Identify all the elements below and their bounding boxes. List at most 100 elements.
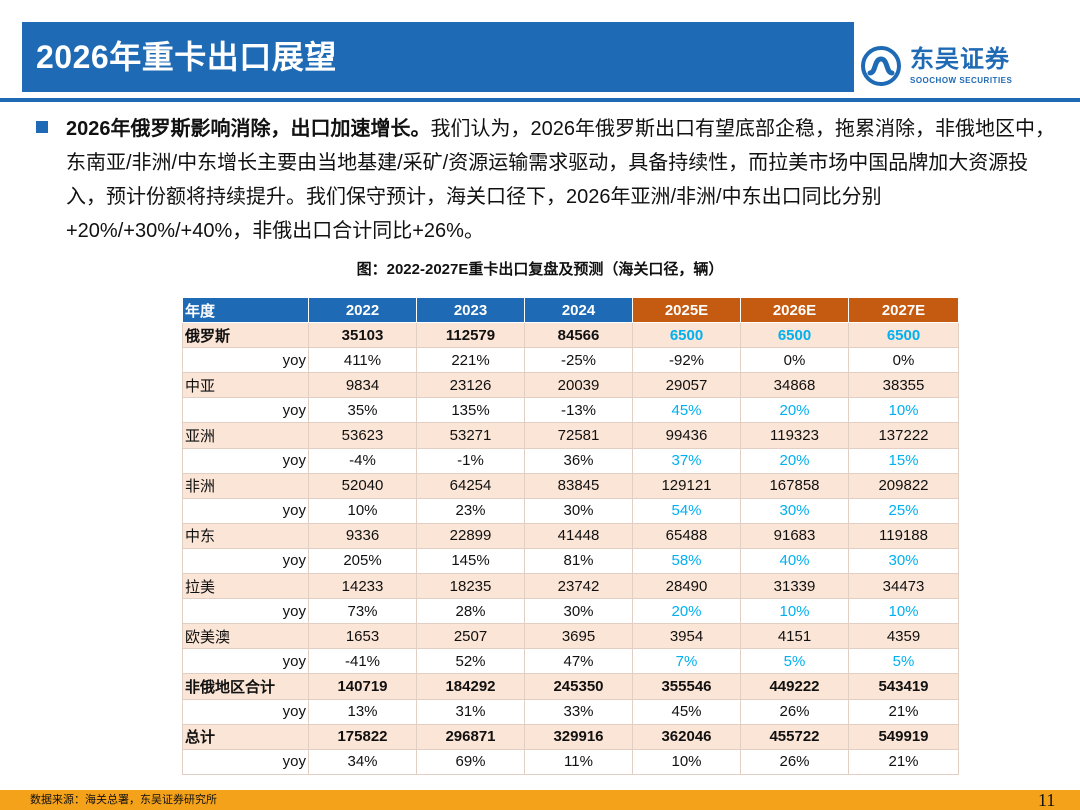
yoy-label-cell: yoy xyxy=(182,748,309,775)
yoy-cell: 0% xyxy=(740,347,849,374)
table-row: 总计 175822 296871 329916 362046 455722 549919 xyxy=(182,723,959,750)
table-row: 非俄地区合计 140719 184292 245350 355546 449222 5434… xyxy=(182,673,959,700)
yoy-cell: 34% xyxy=(308,748,417,775)
table-row: 拉美 14233 18235 23742 28490 31339 34473 xyxy=(182,573,959,600)
yoy-cell: 0% xyxy=(848,347,959,374)
header-2023: 2023 xyxy=(416,296,525,324)
page-number: 11 xyxy=(1038,790,1056,810)
value-cell: 137222 xyxy=(848,422,959,449)
yoy-label-cell: yoy xyxy=(182,447,309,474)
value-cell: 28490 xyxy=(632,573,741,600)
value-cell: 6500 xyxy=(848,322,959,349)
value-cell: 175822 xyxy=(308,723,417,750)
value-cell: 14233 xyxy=(308,573,417,600)
value-cell: 4359 xyxy=(848,623,959,650)
figure-caption: 图：2022-2027E重卡出口复盘及预测（海关口径，辆） xyxy=(356,261,724,278)
table-row-yoy: yoy 205% 145% 81% 58% 40% 30% xyxy=(182,547,959,575)
data-source: 数据来源：海关总署，东吴证券研究所 xyxy=(30,794,217,806)
value-cell: 18235 xyxy=(416,573,525,600)
yoy-cell: 28% xyxy=(416,598,525,625)
value-cell: 4151 xyxy=(740,623,849,650)
value-cell: 83845 xyxy=(524,472,633,499)
bullet-square-icon xyxy=(36,121,48,133)
value-cell: 9834 xyxy=(308,372,417,399)
value-cell: 296871 xyxy=(416,723,525,750)
yoy-cell: 5% xyxy=(848,648,959,675)
value-cell: 23126 xyxy=(416,372,525,399)
value-cell: 119323 xyxy=(740,422,849,449)
yoy-cell: 58% xyxy=(632,547,741,575)
yoy-cell: -13% xyxy=(524,397,633,424)
value-cell: 34868 xyxy=(740,372,849,399)
region-name-cell: 拉美 xyxy=(182,573,309,600)
yoy-cell: 69% xyxy=(416,748,525,775)
table-row: 中亚 9834 23126 20039 29057 34868 38355 xyxy=(182,372,959,399)
yoy-label-cell: yoy xyxy=(182,397,309,424)
region-name-cell: 非洲 xyxy=(182,472,309,499)
value-cell: 31339 xyxy=(740,573,849,600)
value-cell: 449222 xyxy=(740,673,849,700)
table-header-row: 年度 2022 2023 2024 2025E 2026E 2027E xyxy=(182,296,959,324)
value-cell: 362046 xyxy=(632,723,741,750)
value-cell: 329916 xyxy=(524,723,633,750)
yoy-cell: 36% xyxy=(524,447,633,474)
yoy-cell: 52% xyxy=(416,648,525,675)
table-row-yoy: yoy 10% 23% 30% 54% 30% 25% xyxy=(182,497,959,524)
table-row-yoy: yoy 35% 135% -13% 45% 20% 10% xyxy=(182,397,959,424)
value-cell: 6500 xyxy=(632,322,741,349)
header-2026e: 2026E xyxy=(740,296,849,324)
header-2027e: 2027E xyxy=(848,296,959,324)
yoy-label-cell: yoy xyxy=(182,598,309,625)
logo-chinese-name: 东吴证券 xyxy=(910,46,1010,73)
table-row-yoy: yoy -41% 52% 47% 7% 5% 5% xyxy=(182,648,959,675)
yoy-cell: 10% xyxy=(308,497,417,524)
yoy-cell: 135% xyxy=(416,397,525,424)
yoy-cell: 21% xyxy=(848,698,959,725)
value-cell: 455722 xyxy=(740,723,849,750)
region-name-cell: 非俄地区合计 xyxy=(182,673,309,700)
yoy-cell: 30% xyxy=(524,598,633,625)
value-cell: 23742 xyxy=(524,573,633,600)
yoy-cell: 11% xyxy=(524,748,633,775)
title-bar: 2026年重卡出口展望 xyxy=(22,22,854,92)
yoy-label-cell: yoy xyxy=(182,547,309,575)
region-name-cell: 欧美澳 xyxy=(182,623,309,650)
table-row: 亚洲 53623 53271 72581 99436 119323 137222 xyxy=(182,422,959,449)
yoy-cell: 5% xyxy=(740,648,849,675)
table-row: 中东 9336 22899 41448 65488 91683 119188 xyxy=(182,522,959,549)
yoy-cell: 30% xyxy=(740,497,849,524)
value-cell: 65488 xyxy=(632,522,741,549)
value-cell: 112579 xyxy=(416,322,525,349)
value-cell: 64254 xyxy=(416,472,525,499)
yoy-label-cell: yoy xyxy=(182,497,309,524)
yoy-cell: 411% xyxy=(308,347,417,374)
value-cell: 2507 xyxy=(416,623,525,650)
yoy-cell: 10% xyxy=(848,598,959,625)
header-year-label: 年度 xyxy=(182,296,309,324)
yoy-cell: 26% xyxy=(740,748,849,775)
value-cell: 245350 xyxy=(524,673,633,700)
yoy-cell: 45% xyxy=(632,397,741,424)
yoy-cell: 73% xyxy=(308,598,417,625)
region-name-cell: 中东 xyxy=(182,522,309,549)
value-cell: 38355 xyxy=(848,372,959,399)
value-cell: 35103 xyxy=(308,322,417,349)
yoy-cell: 20% xyxy=(740,447,849,474)
header-2024: 2024 xyxy=(524,296,633,324)
value-cell: 99436 xyxy=(632,422,741,449)
yoy-cell: -1% xyxy=(416,447,525,474)
yoy-cell: 13% xyxy=(308,698,417,725)
bullet-body: 我们认为，2026年俄罗斯出口有望底部企稳，拖累消除，非俄地区中，东南亚/非洲/… xyxy=(66,118,1055,242)
value-cell: 355546 xyxy=(632,673,741,700)
region-name-cell: 亚洲 xyxy=(182,422,309,449)
value-cell: 209822 xyxy=(848,472,959,499)
region-name-cell: 中亚 xyxy=(182,372,309,399)
value-cell: 9336 xyxy=(308,522,417,549)
header-2025e: 2025E xyxy=(632,296,741,324)
value-cell: 549919 xyxy=(848,723,959,750)
yoy-cell: 10% xyxy=(848,397,959,424)
yoy-cell: -4% xyxy=(308,447,417,474)
value-cell: 91683 xyxy=(740,522,849,549)
region-name-cell: 俄罗斯 xyxy=(182,322,309,349)
table-row: 俄罗斯 35103 112579 84566 6500 6500 6500 xyxy=(182,322,959,349)
